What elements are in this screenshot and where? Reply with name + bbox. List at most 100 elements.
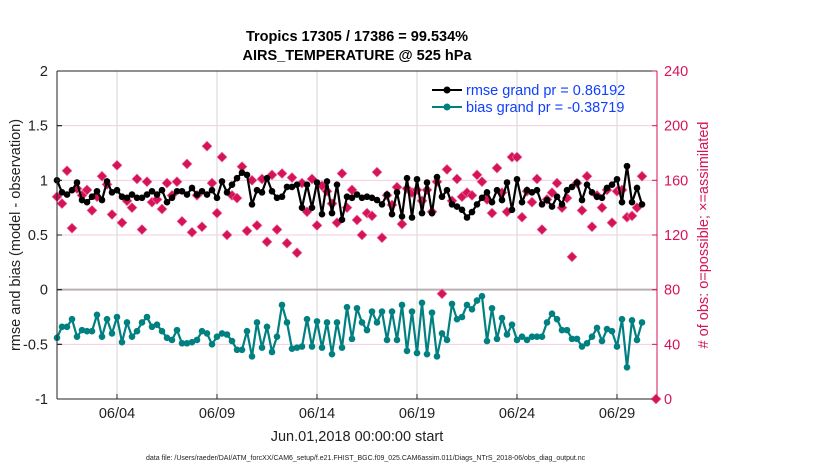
rmse-point <box>538 201 546 208</box>
rmse-point <box>88 193 96 201</box>
obs-count-marker <box>551 177 563 189</box>
rmse-point <box>413 175 421 183</box>
obs-count-marker <box>116 217 128 229</box>
bias-point <box>138 319 146 326</box>
bias-point <box>578 343 586 350</box>
bias-point <box>493 335 501 343</box>
rmse-point <box>473 201 481 208</box>
legend-label-bias: bias grand pr = -0.38719 <box>466 100 624 116</box>
rmse-point <box>268 187 276 195</box>
rmse-point <box>123 194 131 202</box>
rmse-point <box>493 186 501 194</box>
bias-point <box>128 333 136 340</box>
bias-point <box>608 327 616 335</box>
rmse-point <box>258 189 266 196</box>
rmse-point <box>593 193 601 201</box>
rmse-point <box>353 191 361 198</box>
rmse-point <box>293 181 301 189</box>
y-tick-label: 2 <box>40 64 48 80</box>
rmse-point <box>398 213 406 220</box>
rmse-point <box>198 187 206 195</box>
rmse-point <box>128 191 136 198</box>
bias-point <box>538 333 546 340</box>
rmse-point <box>73 179 81 186</box>
obs-count-marker <box>81 184 93 196</box>
rmse-point <box>483 189 491 196</box>
rmse-point <box>373 196 381 204</box>
bias-point <box>83 327 91 335</box>
obs-count-marker <box>596 202 608 214</box>
obs-count-marker <box>231 192 243 204</box>
bias-point <box>313 318 321 325</box>
bias-point <box>383 336 391 344</box>
x-tick-label: 06/04 <box>99 406 135 422</box>
obs-count-marker <box>56 198 68 209</box>
bias-point <box>483 337 491 345</box>
bias-point <box>328 350 336 358</box>
rmse-point <box>228 181 236 189</box>
bias-point <box>448 300 456 308</box>
obs-count-marker <box>96 170 108 182</box>
rmse-point <box>158 186 166 194</box>
rmse-point <box>343 193 351 201</box>
rmse-point <box>273 194 281 202</box>
obs-count-marker <box>466 189 478 201</box>
rmse-point <box>183 191 191 198</box>
rmse-point <box>203 191 211 198</box>
rmse-point <box>243 171 251 179</box>
x-tick-label: 06/24 <box>499 406 535 422</box>
obs-count-marker <box>321 185 333 197</box>
rmse-point <box>363 193 371 201</box>
obs-count-marker <box>141 176 153 188</box>
rmse-point <box>448 201 456 208</box>
rmse-point <box>213 194 221 202</box>
rmse-point <box>458 206 466 214</box>
obs-count-marker <box>106 209 118 220</box>
bias-point <box>638 319 646 326</box>
rmse-point <box>503 179 511 186</box>
bias-point <box>423 350 431 358</box>
bias-point <box>283 319 291 326</box>
bias-point <box>533 333 541 340</box>
rmse-point <box>568 183 576 191</box>
data-file-footer: data file: /Users/raeder/DAI/ATM_forcXX/… <box>146 455 586 462</box>
rmse-point <box>298 204 306 211</box>
rmse-point <box>248 201 256 208</box>
rmse-point <box>418 209 426 217</box>
obs-count-marker <box>276 168 288 179</box>
rmse-point <box>138 194 146 202</box>
bias-point <box>623 363 631 371</box>
bias-point <box>213 333 221 340</box>
chart-title: Tropics 17305 / 17386 = 99.534% <box>246 29 468 45</box>
bias-point <box>453 315 461 323</box>
obs-count-marker <box>371 166 383 178</box>
bias-point <box>338 344 346 351</box>
bias-point <box>633 336 641 344</box>
rmse-point <box>178 187 186 195</box>
rmse-point <box>428 209 436 217</box>
rmse-point <box>103 178 111 185</box>
bias-point <box>458 313 466 321</box>
bias-point <box>408 308 416 315</box>
x-tick-label: 06/09 <box>199 406 235 422</box>
obs-count-marker <box>171 176 183 188</box>
bias-point <box>523 336 531 344</box>
obs-count-marker <box>286 172 298 184</box>
rmse-point <box>98 196 106 204</box>
rmse-point <box>143 191 151 198</box>
y-tick-label-right: 160 <box>664 173 688 189</box>
obs-count-marker <box>511 151 523 163</box>
y-tick-label: 1 <box>40 173 48 189</box>
rmse-point <box>303 181 311 189</box>
bias-point <box>198 327 206 335</box>
rmse-point <box>478 194 486 202</box>
bias-point <box>528 333 536 340</box>
obs-count-marker <box>266 169 278 181</box>
obs-count-marker <box>131 173 143 185</box>
obs-count-marker <box>376 232 388 244</box>
rmse-point <box>283 183 291 191</box>
rmse-point <box>488 198 496 206</box>
bias-point <box>303 315 311 323</box>
bias-point <box>218 330 226 337</box>
